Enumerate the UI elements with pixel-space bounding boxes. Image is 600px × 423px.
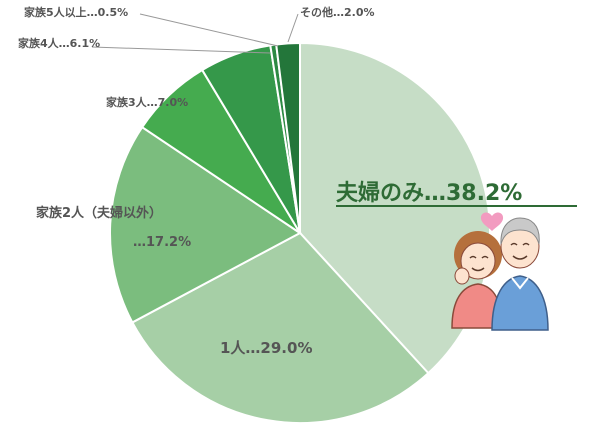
slice-label-family5plus: 家族5人以上…0.5% (24, 5, 128, 19)
slice-label-family2: 家族2人（夫婦以外） (36, 205, 162, 221)
leader-line-family5plus (139, 13, 279, 47)
man-body (491, 275, 549, 331)
man-hair (500, 217, 540, 245)
heart-icon (480, 212, 504, 231)
leader-line-other (287, 13, 299, 43)
pie-slices (109, 41, 491, 423)
slice-single (131, 231, 430, 423)
slice-label-family2-value: …17.2% (133, 235, 191, 250)
leader-line-family4 (91, 46, 271, 54)
elderly-couple-illustration (451, 212, 549, 331)
slice-other (275, 41, 301, 234)
slice-label-other: その他…2.0% (300, 5, 375, 19)
slice-family2 (109, 125, 302, 324)
leader-lines (91, 13, 299, 54)
woman-face (460, 242, 496, 280)
slice-label-single: 1人…29.0% (220, 339, 312, 357)
slice-label-family3: 家族3人…7.0% (106, 95, 188, 109)
slice-label-family4: 家族4人…6.1% (18, 36, 100, 50)
slice-label-couple-only: 夫婦のみ…38.2% (336, 180, 522, 206)
